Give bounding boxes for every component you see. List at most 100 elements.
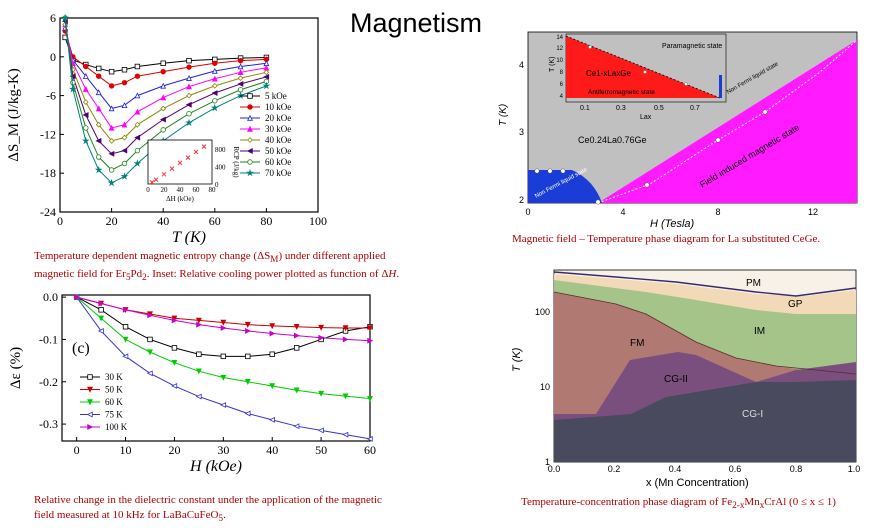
inset-x-tick: 80	[209, 186, 217, 194]
marker	[715, 137, 721, 143]
data-point	[367, 395, 373, 402]
inset-y-label: RCP (J/kg)	[232, 146, 240, 178]
marker	[534, 168, 540, 174]
y-axis-label: Δε (%)	[8, 347, 24, 389]
data-point	[134, 147, 141, 154]
data-point	[147, 336, 153, 343]
data-point	[196, 321, 203, 328]
inset-x-tick: 20	[161, 186, 169, 194]
data-point	[247, 159, 253, 165]
data-point	[95, 73, 102, 79]
inset-frame	[147, 139, 213, 185]
data-point	[245, 328, 251, 334]
data-point	[342, 325, 349, 332]
series-10-koe	[62, 28, 270, 89]
data-point	[262, 81, 271, 90]
data-point	[293, 345, 300, 351]
xtick: 0.8	[790, 464, 803, 474]
y-tick-label: -6	[46, 89, 56, 103]
im-label: IM	[754, 326, 765, 337]
data-point	[169, 166, 175, 171]
data-point	[211, 75, 218, 82]
data-point	[293, 387, 300, 394]
data-point	[95, 137, 102, 144]
legend: 30 K 50 K 60 K 75 K 100 K	[80, 372, 128, 432]
data-point	[121, 102, 128, 108]
data-point	[94, 165, 103, 174]
data-point	[237, 57, 244, 64]
xtick: 0.0	[548, 464, 561, 474]
data-point	[97, 328, 104, 334]
data-point	[160, 82, 167, 89]
inset-xtick: 0.7	[690, 105, 700, 112]
data-point	[171, 317, 178, 324]
series-70-koe	[61, 13, 271, 187]
data-point	[293, 324, 300, 330]
x-tick-label: 60	[209, 214, 221, 228]
pm-boundary	[553, 271, 857, 297]
data-point	[87, 399, 93, 406]
data-point	[195, 368, 202, 375]
data-point	[237, 81, 244, 87]
legend-label: 20 kOe	[265, 113, 291, 123]
data-point	[196, 351, 202, 357]
data-point	[108, 124, 115, 131]
nfl-bar	[719, 75, 722, 98]
x-axis-label: H (kOe)	[189, 458, 242, 475]
series-50-koe	[61, 18, 270, 157]
data-point	[70, 79, 76, 86]
data-point	[98, 307, 104, 313]
data-point	[69, 73, 76, 80]
ce-phase-diagram: Paramagnetic state Ce1-xLaxGe Antiferrom…	[498, 31, 858, 230]
data-point	[220, 374, 227, 381]
ce-phase-panel: Paramagnetic state Ce1-xLaxGe Antiferrom…	[490, 28, 870, 233]
entropy-caption: Temperature dependent magnetic entropy c…	[34, 250, 400, 283]
data-point	[212, 60, 218, 66]
inset-ytick: 4	[560, 94, 564, 100]
data-point	[212, 98, 218, 104]
cg1-label: CG-I	[742, 409, 763, 420]
data-point	[61, 13, 70, 22]
y-tick-label: 0.0	[43, 290, 58, 304]
data-point	[269, 323, 276, 330]
y-ticks: 6 0 -6 -12 -18 -24	[40, 11, 64, 219]
fe-phase-caption: Temperature-concentration phase diagram …	[521, 496, 836, 511]
gp-label: GP	[788, 299, 803, 310]
data-point	[195, 317, 202, 324]
data-point	[367, 325, 373, 332]
data-point	[269, 351, 275, 357]
x-tick-label: 0	[57, 214, 63, 228]
xtick: 4	[620, 207, 625, 217]
data-point	[160, 94, 167, 101]
y-tick-label: 6	[50, 11, 56, 25]
dielectric-caption: Relative change in the dielectric consta…	[34, 494, 382, 524]
ce-xlabel: H (Tesla)	[650, 218, 695, 230]
data-point	[86, 411, 93, 418]
series-line	[64, 24, 267, 142]
xtick: 0.4	[669, 464, 682, 474]
data-point	[134, 108, 141, 115]
data-point	[293, 423, 300, 430]
x-tick-label: 40	[157, 214, 169, 228]
series-line	[76, 296, 371, 400]
data-point	[69, 85, 77, 93]
y-ticks: 0.0 -0.1 -0.2 -0.3	[39, 290, 66, 431]
ce-xticks: 0 4 8 12	[525, 207, 818, 217]
inset-paramagnetic-label: Paramagnetic state	[662, 43, 722, 50]
data-point	[220, 319, 227, 326]
inset-ytick: 12	[556, 46, 563, 52]
data-point	[342, 336, 349, 343]
data-point	[87, 424, 94, 430]
fe-ylabel: T (K)	[511, 347, 523, 372]
x-ticks: 0 10 20 30 40 50 60	[74, 437, 376, 457]
data-point	[82, 85, 89, 92]
data-point	[121, 67, 128, 73]
ytick: 100	[535, 307, 550, 317]
dielectric-panel: 0 10 20 30 40 50 60 0.0 -0.1 -0.2 -0.3 H (kOe) Δε (%…	[0, 285, 385, 490]
data-point	[121, 79, 128, 86]
marker	[547, 168, 553, 174]
inset-ytick: 6	[560, 82, 564, 88]
data-point	[246, 148, 253, 154]
